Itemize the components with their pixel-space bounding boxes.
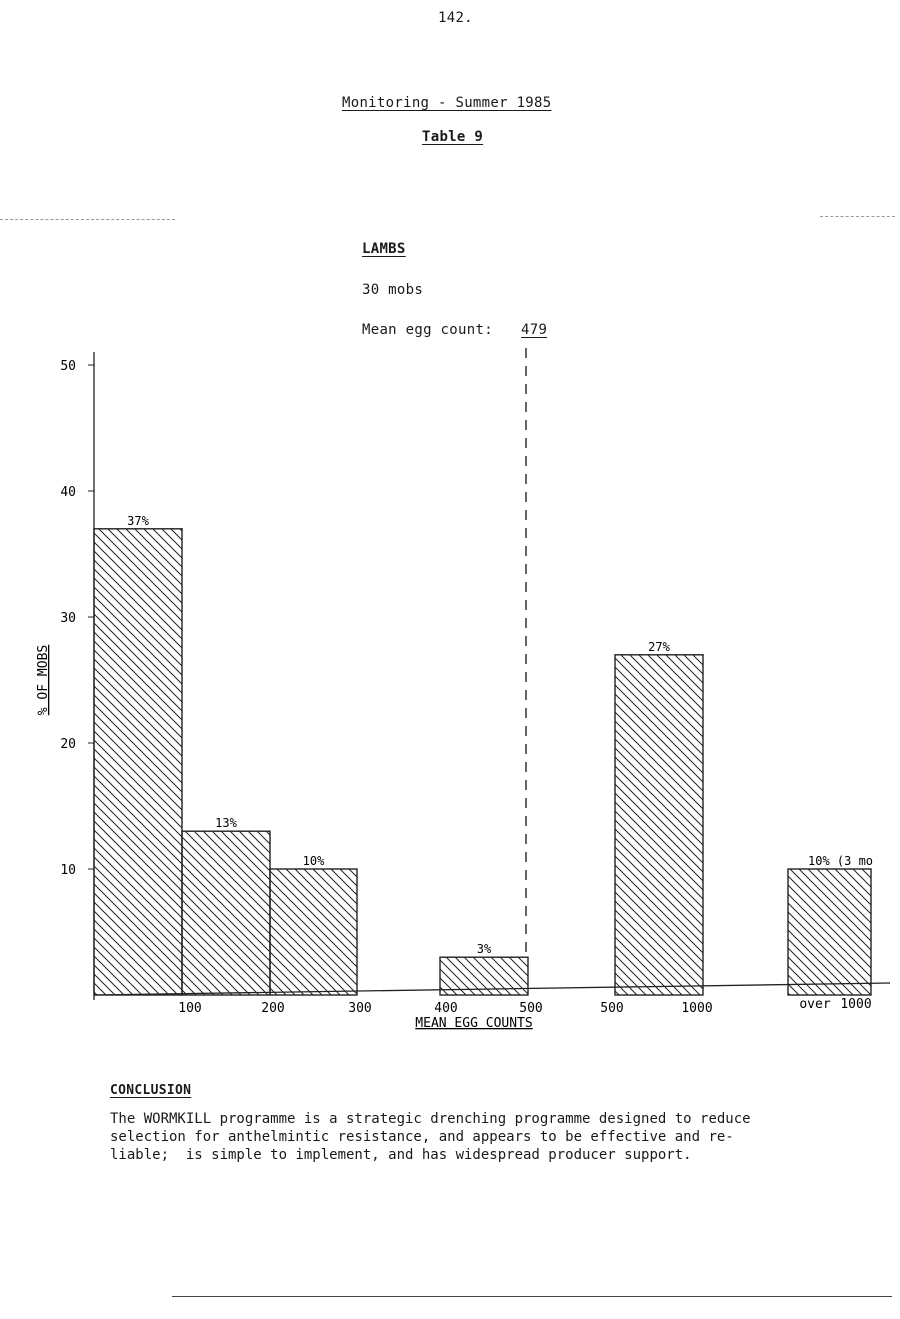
y-tick-label: 30 [60, 611, 76, 626]
mean-egg-count-label: Mean egg count: [362, 322, 493, 338]
x-tick-label: 200 [261, 1001, 284, 1016]
section-name: LAMBS [362, 241, 406, 257]
x-tick-label: over [799, 997, 830, 1012]
histogram-bar [269, 868, 358, 996]
x-tick-labels: 100 200 300 400 500 500 1000 over 1000 [178, 997, 871, 1016]
bar-value-label: 3% [477, 942, 492, 956]
mean-egg-count-value: 479 [521, 322, 548, 338]
bar-value-label: 27% [648, 640, 670, 654]
histogram-bar [439, 956, 529, 996]
page-number: 142. [438, 10, 473, 26]
x-tick-label: 1000 [681, 1001, 712, 1016]
bottom-rule [172, 1296, 892, 1297]
page-title: Monitoring - Summer 1985 [342, 95, 552, 111]
x-tick-label: 100 [178, 1001, 201, 1016]
y-ticks: 10 20 30 40 50 [60, 359, 94, 878]
conclusion-text: The WORMKILL programme is a strategic dr… [110, 1111, 751, 1163]
y-tick-label: 40 [60, 485, 76, 500]
y-tick-label: 20 [60, 737, 76, 752]
table-label: Table 9 [422, 129, 484, 145]
x-tick-label: 400 [434, 1001, 457, 1016]
y-tick-label: 10 [60, 863, 76, 878]
histogram-bar [787, 868, 872, 996]
top-divider-left [0, 219, 175, 220]
bars [93, 528, 872, 996]
bar-labels: 37% 13% 10% 3% 27% 10% (3 mo [127, 514, 873, 956]
bar-value-label: 10% (3 mo [808, 854, 873, 868]
histogram-bar [614, 654, 704, 996]
histogram-bar [93, 528, 183, 996]
bar-value-label: 10% [303, 854, 325, 868]
x-tick-label: 300 [348, 1001, 371, 1016]
x-tick-label: 1000 [840, 997, 871, 1012]
conclusion-heading: CONCLUSION [110, 1083, 192, 1098]
x-tick-label: 500 [600, 1001, 623, 1016]
bar-value-label: 37% [127, 514, 149, 528]
y-tick-label: 50 [60, 359, 76, 374]
y-axis-title: % OF MOBS [36, 645, 51, 715]
x-tick-label: 500 [519, 1001, 542, 1016]
bar-value-label: 13% [215, 816, 237, 830]
x-axis-title: MEAN EGG COUNTS [415, 1016, 532, 1031]
top-divider-right [820, 216, 895, 217]
histogram-bar [181, 830, 271, 996]
mobs-count: 30 mobs [362, 282, 424, 298]
egg-count-histogram: 10 20 30 40 50 37% 13% 10% 3% 27% 10% (3 mo 100 20… [36, 348, 891, 1031]
